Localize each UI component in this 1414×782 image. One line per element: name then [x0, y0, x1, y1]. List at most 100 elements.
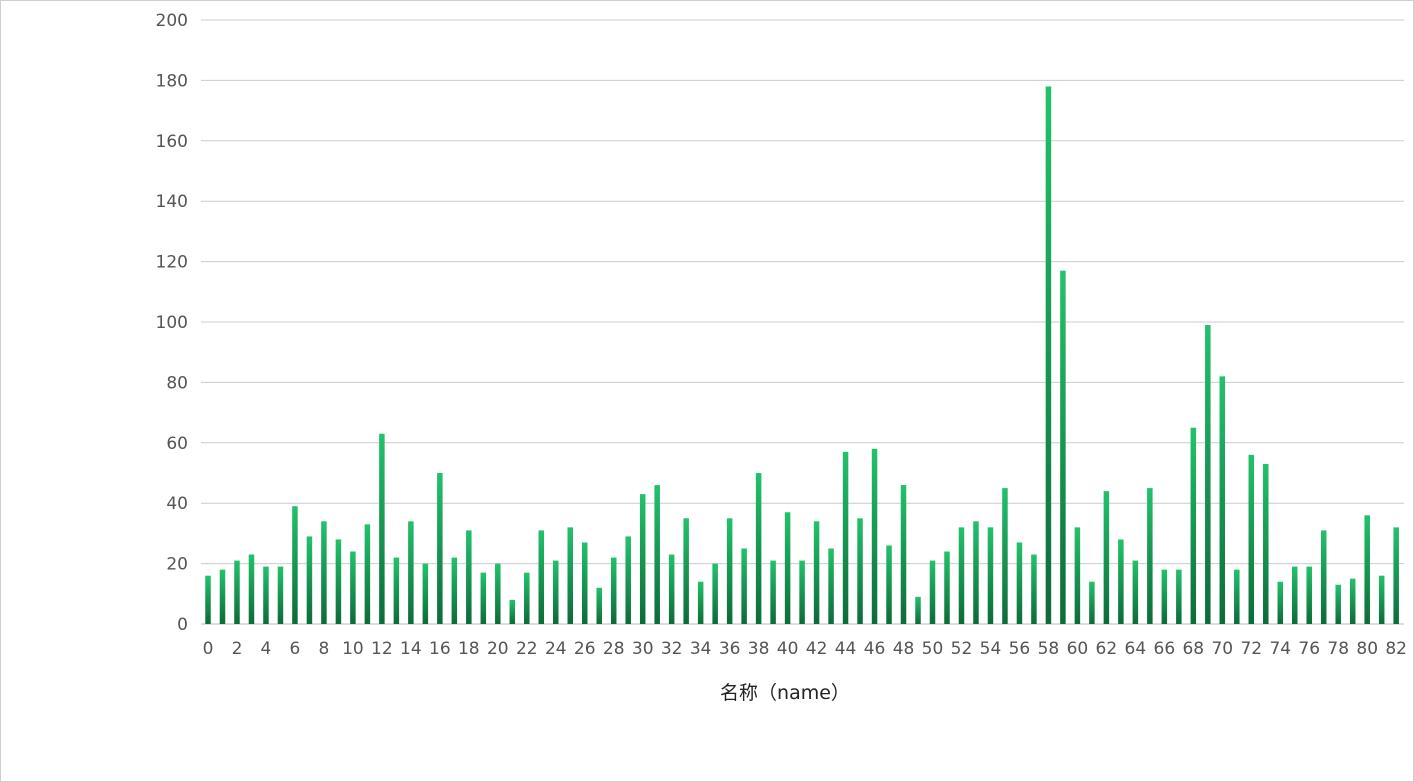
bar-82 [1393, 527, 1399, 624]
bar-11 [364, 524, 371, 624]
bar-45 [857, 518, 863, 624]
bar-76 [1306, 566, 1312, 624]
x-tick-label: 30 [632, 639, 654, 659]
bar-44 [842, 451, 849, 624]
bar-33 [683, 518, 689, 624]
bar-28 [610, 557, 617, 624]
bar-49 [915, 596, 921, 624]
x-tick-label: 12 [371, 639, 393, 659]
bar-69 [1205, 325, 1211, 624]
x-tick-label: 50 [922, 639, 944, 659]
bar-56 [1016, 542, 1023, 624]
bar-58 [1045, 86, 1052, 624]
x-tick-label: 24 [545, 639, 567, 659]
bar-9 [335, 539, 342, 624]
bar-6 [292, 506, 298, 624]
bar-62 [1103, 491, 1110, 624]
bar-25 [567, 527, 573, 624]
x-tick-label: 2 [232, 639, 243, 659]
x-tick-label: 22 [516, 639, 538, 659]
bar-38 [755, 473, 762, 624]
bar-15 [422, 563, 429, 624]
bar-66 [1161, 569, 1168, 624]
bar-3 [248, 554, 255, 624]
bar-80 [1364, 515, 1370, 624]
x-tick-label: 76 [1298, 639, 1320, 659]
bar-23 [538, 530, 545, 624]
bar-24 [553, 560, 559, 624]
bar-63 [1118, 539, 1124, 624]
bar-67 [1176, 569, 1182, 624]
bar-70 [1219, 376, 1226, 624]
bars [205, 86, 1399, 624]
grid-lines [201, 19, 1404, 625]
bar-53 [973, 521, 979, 624]
bar-29 [625, 536, 631, 624]
bar-68 [1190, 427, 1197, 624]
bar-61 [1089, 581, 1095, 624]
x-tick-label: 58 [1038, 639, 1060, 659]
bar-72 [1248, 454, 1255, 624]
y-tick-label: 0 [177, 615, 188, 635]
bar-48 [900, 485, 907, 624]
x-tick-label: 0 [203, 639, 214, 659]
bar-81 [1378, 575, 1385, 624]
bar-22 [524, 572, 530, 624]
y-tick-label: 200 [156, 11, 188, 31]
bar-21 [509, 599, 516, 624]
x-tick-label: 6 [290, 639, 301, 659]
bar-46 [871, 448, 878, 624]
x-tick-label: 42 [806, 639, 828, 659]
bar-18 [466, 530, 472, 624]
x-tick-label: 4 [261, 639, 272, 659]
bar-8 [321, 521, 327, 624]
x-axis-title: 名称（name） [720, 682, 850, 704]
y-tick-label: 80 [166, 373, 188, 393]
x-tick-label: 38 [748, 639, 770, 659]
bar-7 [306, 536, 313, 624]
x-axis-ticks: 0 2 4 6 8 10 12 14 16 18 20 22 24 26 28 30 32 34 36 38 40 42 4… [203, 639, 1407, 659]
bar-39 [770, 560, 776, 624]
y-tick-label: 60 [166, 434, 188, 454]
bar-47 [886, 545, 892, 624]
bar-51 [944, 551, 950, 624]
x-tick-label: 44 [835, 639, 857, 659]
bar-55 [1002, 488, 1008, 624]
bar-12 [379, 433, 385, 624]
x-tick-label: 32 [661, 639, 683, 659]
bar-75 [1292, 566, 1298, 624]
x-tick-label: 46 [864, 639, 886, 659]
bar-17 [451, 557, 458, 624]
x-tick-label: 18 [458, 639, 480, 659]
bar-52 [958, 527, 965, 624]
x-tick-label: 72 [1240, 639, 1262, 659]
bar-5 [277, 566, 284, 624]
x-tick-label: 34 [690, 639, 712, 659]
y-tick-label: 20 [166, 555, 188, 575]
bar-30 [639, 494, 646, 624]
x-tick-label: 14 [400, 639, 422, 659]
bar-59 [1060, 270, 1066, 624]
bar-34 [697, 581, 704, 624]
y-tick-label: 180 [156, 71, 188, 91]
x-tick-label: 74 [1269, 639, 1291, 659]
bar-57 [1031, 554, 1037, 624]
x-tick-label: 8 [319, 639, 330, 659]
bar-71 [1234, 569, 1240, 624]
x-tick-label: 54 [980, 639, 1002, 659]
bar-14 [408, 521, 414, 624]
bar-2 [234, 560, 240, 624]
bar-20 [495, 563, 501, 624]
x-tick-label: 40 [777, 639, 799, 659]
bar-4 [263, 566, 269, 624]
bar-0 [205, 575, 211, 624]
bar-41 [799, 560, 805, 624]
x-tick-label: 36 [719, 639, 741, 659]
bar-1 [219, 569, 226, 624]
x-tick-label: 52 [951, 639, 973, 659]
bar-79 [1349, 578, 1356, 624]
x-tick-label: 78 [1327, 639, 1349, 659]
bar-19 [480, 572, 487, 624]
